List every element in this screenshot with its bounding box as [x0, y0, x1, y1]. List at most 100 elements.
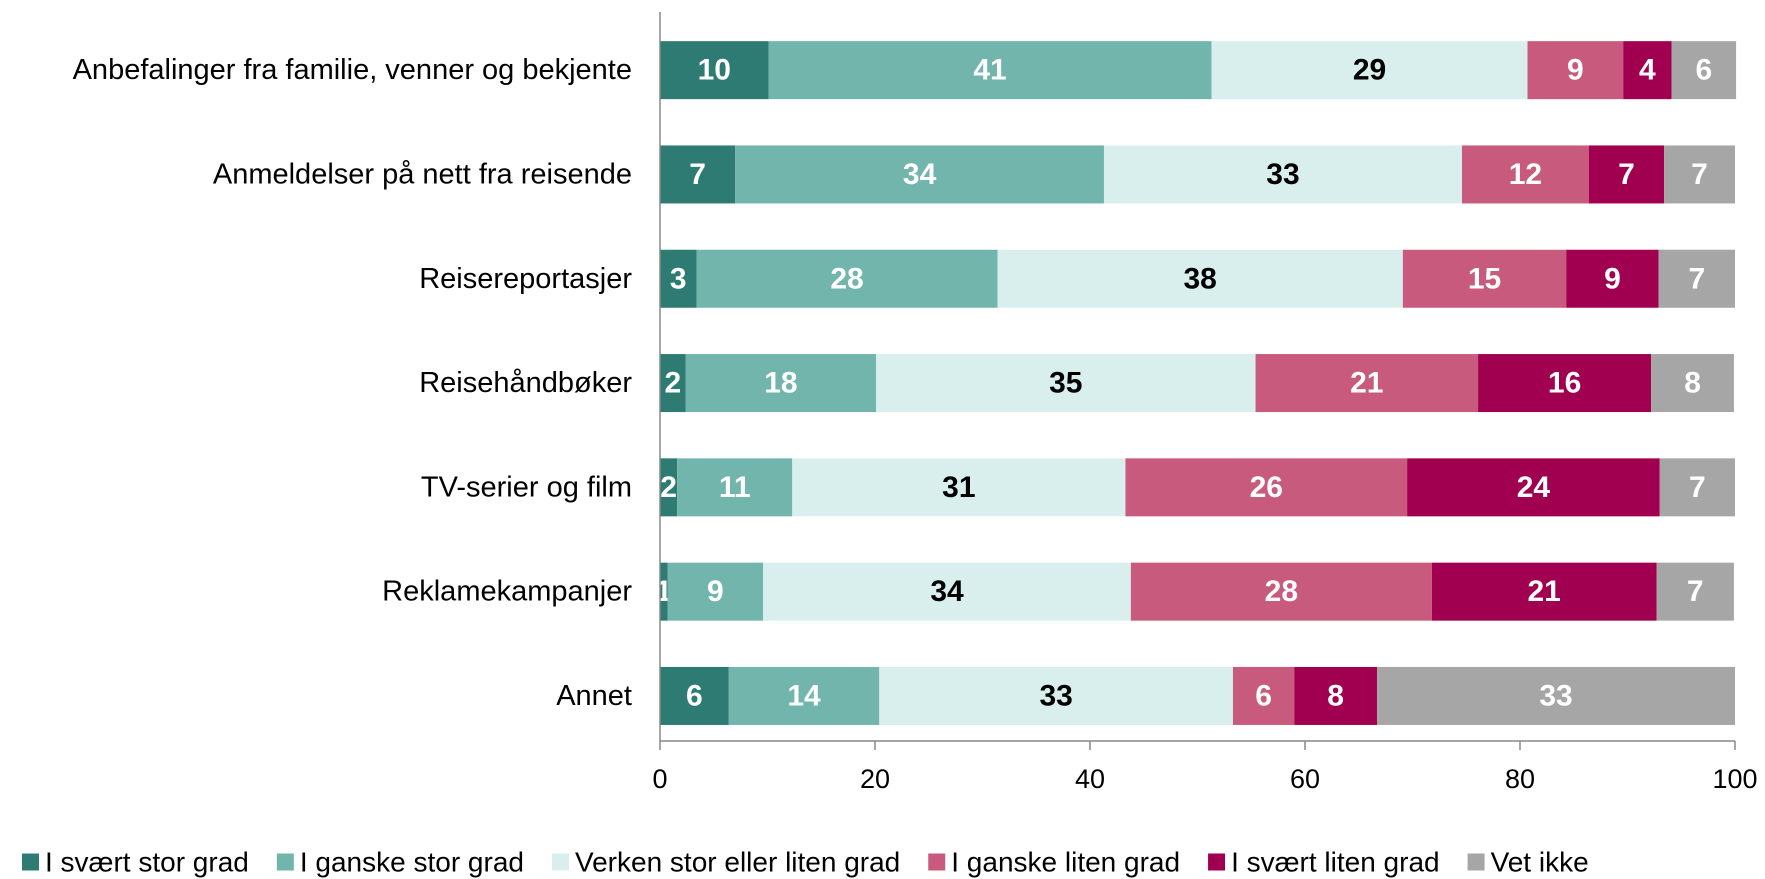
value-label: 9 — [1604, 262, 1621, 295]
value-label: 28 — [1265, 575, 1298, 608]
bar-segment — [1664, 145, 1735, 204]
bar-segment — [1125, 458, 1408, 517]
value-label: 31 — [942, 471, 975, 504]
value-label: 33 — [1539, 679, 1572, 712]
bar-segment — [1656, 562, 1734, 621]
bar-segment — [1658, 249, 1735, 308]
bar-segment — [667, 562, 764, 621]
value-label: 3 — [670, 262, 687, 295]
legend-label: Vet ikke — [1491, 847, 1589, 878]
bar-segment — [660, 41, 769, 100]
bar-segment — [768, 41, 1212, 100]
bar-segment — [1431, 562, 1657, 621]
bar-segment — [735, 145, 1104, 204]
value-label: 7 — [1618, 158, 1635, 191]
bar-segment — [660, 249, 697, 308]
bar-segment — [1377, 666, 1735, 725]
bar-segment — [1588, 145, 1665, 204]
value-label: 7 — [1691, 158, 1708, 191]
x-tick-label: 60 — [1290, 764, 1320, 794]
bar-segment — [1407, 458, 1660, 517]
bar-segment — [1130, 562, 1432, 621]
value-label: 12 — [1509, 158, 1542, 191]
bar-segment — [1255, 354, 1479, 413]
value-label: 35 — [1049, 367, 1082, 400]
value-label: 28 — [830, 262, 863, 295]
value-label: 15 — [1468, 262, 1501, 295]
value-label: 10 — [698, 54, 731, 87]
value-label: 8 — [1327, 679, 1344, 712]
legend-label: I svært liten grad — [1231, 847, 1440, 878]
bar-segment — [763, 562, 1131, 621]
bar-segment — [728, 666, 880, 725]
bar-segment — [879, 666, 1233, 725]
value-label: 7 — [1687, 575, 1704, 608]
value-label: 9 — [1567, 54, 1584, 87]
legend-swatch — [276, 853, 294, 871]
value-label: 14 — [787, 679, 821, 712]
legend-label: I ganske liten grad — [951, 847, 1180, 878]
bar-segment — [660, 145, 736, 204]
value-label: 7 — [1688, 262, 1705, 295]
value-label: 41 — [973, 54, 1006, 87]
bar-segment — [1623, 41, 1672, 100]
legend-swatch — [1467, 853, 1485, 871]
value-label: 18 — [764, 367, 797, 400]
bar-segment — [1671, 41, 1737, 100]
bar-segment — [1659, 458, 1735, 517]
category-label: Reisehåndbøker — [419, 367, 632, 399]
bar-segment — [660, 354, 686, 413]
value-label: 26 — [1250, 471, 1283, 504]
value-label: 38 — [1184, 262, 1217, 295]
value-label: 34 — [930, 575, 964, 608]
value-label: 21 — [1528, 575, 1561, 608]
bar-segment — [1232, 666, 1295, 725]
value-label: 11 — [719, 471, 751, 504]
value-label: 7 — [689, 158, 706, 191]
value-label: 29 — [1353, 54, 1386, 87]
x-tick-label: 40 — [1075, 764, 1105, 794]
bar-segment — [1103, 145, 1462, 204]
bar-segment — [660, 562, 668, 621]
value-label: 8 — [1684, 367, 1701, 400]
legend-label: I ganske stor grad — [300, 847, 524, 878]
value-label: 2 — [660, 471, 677, 504]
bar-segment — [660, 666, 729, 725]
legend-label: Verken stor eller liten grad — [575, 847, 900, 878]
category-label: Reklamekampanjer — [382, 576, 632, 608]
legend-swatch — [551, 853, 569, 871]
category-label: Anbefalinger fra familie, venner og bekj… — [73, 54, 632, 86]
bar-segment — [677, 458, 793, 517]
legend-swatch — [928, 853, 946, 871]
x-tick-label: 20 — [860, 764, 890, 794]
value-label: 16 — [1548, 367, 1581, 400]
bar-segment — [1478, 354, 1652, 413]
bar-segment — [792, 458, 1126, 517]
bar-segment — [685, 354, 877, 413]
bar-segment — [1651, 354, 1734, 413]
legend-swatch — [22, 853, 39, 871]
value-label: 6 — [686, 679, 703, 712]
category-label: Annet — [556, 680, 632, 712]
x-tick-label: 0 — [652, 764, 667, 794]
value-label: 24 — [1517, 471, 1551, 504]
legend-swatch — [1208, 853, 1226, 871]
category-label: Anmeldelser på nett fra reisende — [213, 158, 632, 190]
bar-segment — [660, 458, 678, 517]
value-label: 7 — [1689, 471, 1706, 504]
value-label: 21 — [1350, 367, 1383, 400]
bar-segment — [1461, 145, 1589, 204]
value-label: 33 — [1266, 158, 1299, 191]
bar-segment — [1566, 249, 1659, 308]
bar-segment — [1211, 41, 1528, 100]
bar-segment — [876, 354, 1256, 413]
x-tick-label: 100 — [1712, 764, 1757, 794]
bar-segment — [1402, 249, 1567, 308]
value-label: 34 — [903, 158, 937, 191]
value-label: 33 — [1039, 679, 1072, 712]
bar-segment — [1294, 666, 1378, 725]
value-label: 2 — [665, 367, 682, 400]
category-label: TV-serier og film — [421, 471, 632, 503]
bar-segment — [696, 249, 998, 308]
